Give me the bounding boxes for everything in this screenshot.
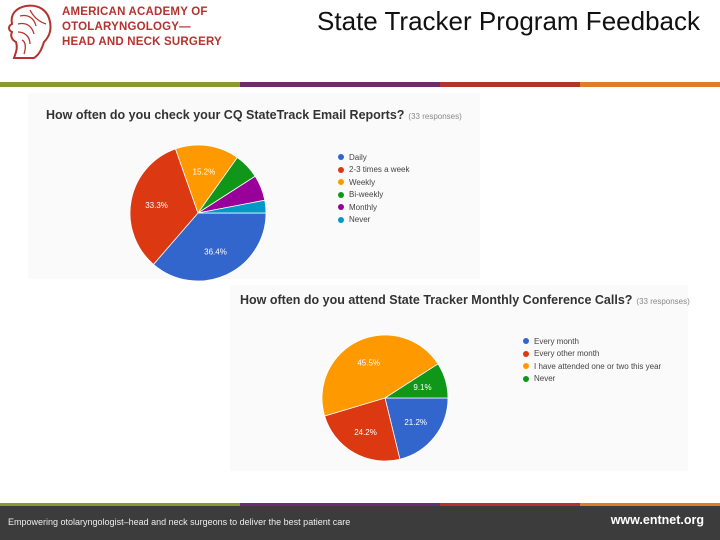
pie-slice-daily: [152, 212, 267, 282]
bar-segment-red: [440, 82, 580, 87]
chart2-pie: 21.2% 24.2% 45.5% 9.1%: [321, 334, 449, 462]
chart1-responses: (33 responses): [408, 112, 462, 121]
legend-item: 2-3 times a week: [338, 164, 409, 177]
legend-label: Every other month: [534, 349, 600, 359]
legend-label: Bi-weekly: [349, 190, 384, 200]
slide-title: State Tracker Program Feedback: [317, 6, 700, 36]
chart1-question-text: How often do you check your CQ StateTrac…: [46, 108, 405, 122]
legend-item: Every other month: [523, 348, 661, 361]
bar-segment-green: [0, 82, 240, 87]
pie-slice-never: [383, 363, 449, 399]
legend-swatch: [523, 363, 529, 370]
legend-label: Every month: [534, 336, 579, 346]
pie-slice-never: [197, 199, 267, 214]
legend-item: Bi-weekly: [338, 189, 409, 202]
legend-label: Weekly: [349, 177, 376, 187]
legend-swatch: [523, 375, 529, 382]
footer-bar-red: [440, 503, 580, 506]
legend-item: Never: [338, 214, 409, 227]
org-line-3: HEAD AND NECK SURGERY: [62, 36, 222, 48]
legend-swatch: [338, 191, 344, 198]
legend-swatch: [338, 166, 344, 173]
pie-slice-label: 36.4%: [204, 247, 227, 256]
pie-slice-label: 24.2%: [354, 428, 377, 437]
pie-slice-weekly: [174, 144, 238, 214]
legend-label: Never: [534, 374, 556, 384]
chart2-legend: Every month Every other month I have atten…: [523, 335, 661, 385]
chart2-responses: (33 responses): [636, 297, 690, 306]
org-line-2: OTOLARYNGOLOGY—: [62, 21, 191, 33]
pie-slice-i-have-attended-one-or-two-this-year: [321, 334, 439, 417]
legend-label: Never: [349, 215, 371, 225]
legend-label: Monthly: [349, 202, 378, 212]
legend-item: Every month: [523, 335, 661, 348]
legend-item: Never: [523, 373, 661, 386]
header-color-bar: [0, 82, 720, 87]
conference-calls-chart-panel: How often do you attend State Tracker Mo…: [230, 285, 690, 471]
pie-slice-label: 45.5%: [357, 359, 380, 368]
pie-slice-label: 9.1%: [413, 383, 431, 392]
legend-item: Monthly: [338, 201, 409, 214]
bar-segment-orange: [580, 82, 720, 87]
pie-slice-label: 33.3%: [145, 201, 168, 210]
legend-swatch: [338, 154, 344, 161]
legend-swatch: [523, 338, 529, 345]
legend-item: I have attended one or two this year: [523, 360, 661, 373]
chart2-question: How often do you attend State Tracker Mo…: [240, 293, 690, 307]
legend-swatch: [338, 179, 344, 186]
legend-swatch: [338, 216, 344, 223]
legend-label: 2-3 times a week: [349, 165, 410, 175]
footer-tagline: Empowering otolaryngologist–head and nec…: [8, 517, 351, 527]
academy-logo-icon: [8, 4, 52, 59]
pie-slice-every-month: [384, 397, 449, 460]
slide-footer: Empowering otolaryngologist–head and nec…: [0, 503, 720, 540]
chart1-pie: 36.4% 33.3% 15.2%: [129, 144, 267, 282]
legend-item: Weekly: [338, 176, 409, 189]
legend-swatch: [523, 350, 529, 357]
footer-bar-orange: [580, 503, 720, 506]
pie-slice-every-other-month: [324, 397, 401, 462]
org-line-1: AMERICAN ACADEMY OF: [62, 6, 208, 18]
pie-slice-label: 15.2%: [193, 167, 216, 176]
footer-bar-green: [0, 503, 240, 506]
footer-color-bar: [0, 503, 720, 506]
legend-swatch: [338, 204, 344, 211]
chart1-question: How often do you check your CQ StateTrac…: [46, 108, 462, 122]
legend-item: Daily: [338, 151, 409, 164]
footer-bar-purple: [240, 503, 440, 506]
legend-label: I have attended one or two this year: [534, 361, 662, 371]
footer-website-link[interactable]: www.entnet.org: [610, 513, 704, 527]
legend-label: Daily: [349, 152, 367, 162]
pie-slice-2-3-times-a-week: [129, 148, 199, 265]
slide-header: AMERICAN ACADEMY OF OTOLARYNGOLOGY— HEAD…: [0, 0, 720, 82]
email-reports-chart-panel: How often do you check your CQ StateTrac…: [28, 93, 480, 282]
chart1-legend: Daily 2-3 times a week Weekly Bi-weekly Mont…: [338, 151, 409, 226]
chart2-question-text: How often do you attend State Tracker Mo…: [240, 293, 633, 307]
organization-name: AMERICAN ACADEMY OF OTOLARYNGOLOGY— HEAD…: [62, 5, 222, 50]
pie-slice-label: 21.2%: [404, 418, 427, 427]
bar-segment-purple: [240, 82, 440, 87]
